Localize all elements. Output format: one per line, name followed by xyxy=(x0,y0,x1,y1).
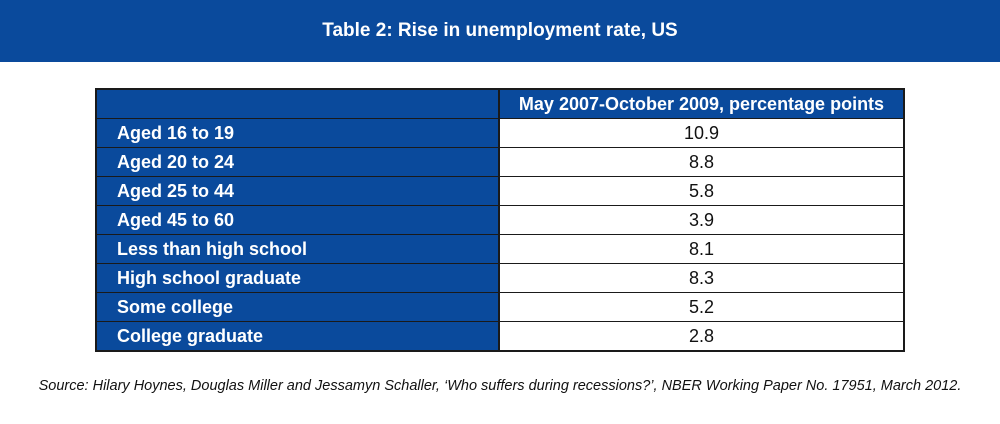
row-label: Some college xyxy=(96,292,500,322)
table-row: Less than high school 8.1 xyxy=(96,234,904,264)
page-title: Table 2: Rise in unemployment rate, US xyxy=(322,20,678,41)
table-row: Aged 20 to 24 8.8 xyxy=(96,147,904,177)
table-row: High school graduate 8.3 xyxy=(96,263,904,293)
row-label: Aged 25 to 44 xyxy=(96,176,500,206)
row-label: Less than high school xyxy=(96,234,500,264)
row-value: 5.8 xyxy=(499,176,904,206)
table-row: Aged 45 to 60 3.9 xyxy=(96,205,904,235)
row-value: 8.1 xyxy=(499,234,904,264)
table-row: Aged 25 to 44 5.8 xyxy=(96,176,904,206)
source-citation: Source: Hilary Hoynes, Douglas Miller an… xyxy=(38,378,962,394)
row-label: Aged 16 to 19 xyxy=(96,118,500,148)
table-row: College graduate 2.8 xyxy=(96,321,904,351)
title-banner: Table 2: Rise in unemployment rate, US xyxy=(0,0,1000,62)
row-label: High school graduate xyxy=(96,263,500,293)
row-label: Aged 20 to 24 xyxy=(96,147,500,177)
header-value-cell: May 2007-October 2009, percentage points xyxy=(499,89,904,119)
unemployment-table: May 2007-October 2009, percentage points… xyxy=(95,88,905,352)
row-value: 2.8 xyxy=(499,321,904,351)
table-row: Aged 16 to 19 10.9 xyxy=(96,118,904,148)
row-value: 10.9 xyxy=(499,118,904,148)
row-value: 5.2 xyxy=(499,292,904,322)
row-value: 3.9 xyxy=(499,205,904,235)
header-label-cell xyxy=(96,89,500,119)
row-label: College graduate xyxy=(96,321,500,351)
row-label: Aged 45 to 60 xyxy=(96,205,500,235)
row-value: 8.8 xyxy=(499,147,904,177)
row-value: 8.3 xyxy=(499,263,904,293)
table-row: Some college 5.2 xyxy=(96,292,904,322)
table-header-row: May 2007-October 2009, percentage points xyxy=(96,89,904,119)
